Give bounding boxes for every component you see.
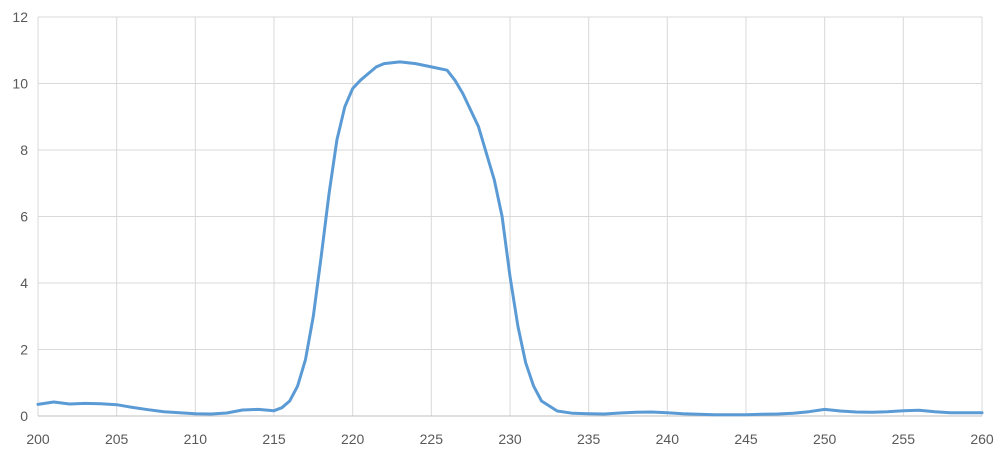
x-tick-label-240: 240 (656, 431, 680, 447)
x-tick-label-210: 210 (184, 431, 208, 447)
x-tick-label-255: 255 (892, 431, 916, 447)
x-tick-label-235: 235 (577, 431, 601, 447)
y-tick-label-6: 6 (20, 209, 28, 225)
y-tick-label-2: 2 (20, 342, 28, 358)
x-tick-label-225: 225 (420, 431, 444, 447)
y-tick-label-0: 0 (20, 408, 28, 424)
y-tick-label-10: 10 (12, 76, 28, 92)
series-line-1 (36, 60, 984, 417)
y-tick-label-8: 8 (20, 142, 28, 158)
x-axis-tick-labels: 200 205 210 215 220 225 230 235 240 245 250 255 260 (26, 431, 994, 447)
x-tick-label-220: 220 (341, 431, 365, 447)
x-tick-label-230: 230 (498, 431, 522, 447)
x-tick-label-245: 245 (734, 431, 758, 447)
x-tick-label-200: 200 (26, 431, 50, 447)
grid (37, 16, 983, 416)
x-tick-label-205: 205 (105, 431, 129, 447)
x-tick-label-215: 215 (262, 431, 286, 447)
y-tick-label-12: 12 (12, 9, 28, 25)
series-layer (36, 60, 984, 417)
x-tick-label-260: 260 (970, 431, 994, 447)
x-tick-label-250: 250 (813, 431, 837, 447)
y-tick-label-4: 4 (20, 275, 28, 291)
y-axis-tick-labels: 0 2 4 6 8 10 12 (12, 9, 28, 424)
